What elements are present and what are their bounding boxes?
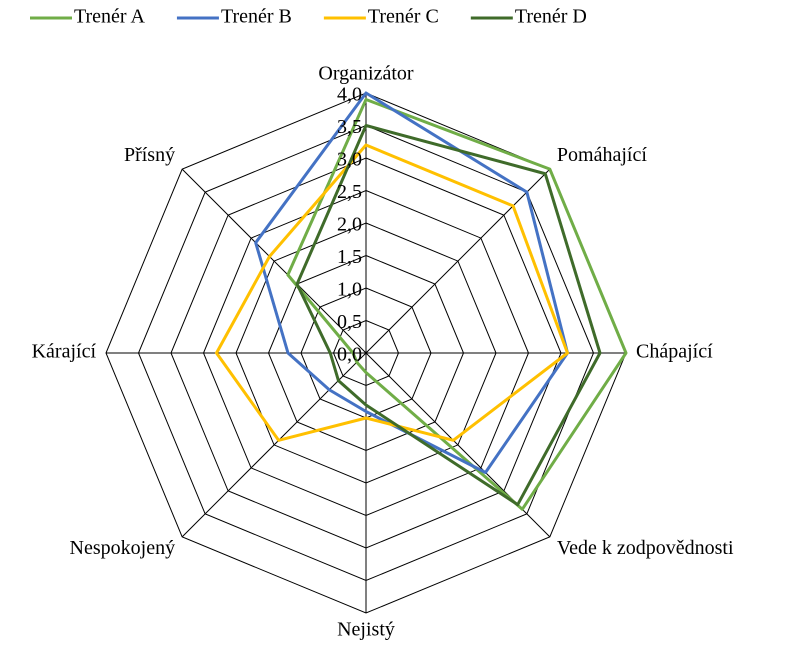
spoke (365, 168, 551, 354)
r-tick-label: 2,5 (337, 181, 362, 203)
category-label: Nespokojený (70, 537, 176, 559)
series-line (286, 98, 628, 511)
r-tick-label: 4,0 (337, 84, 362, 106)
legend-label: Trenér C (368, 6, 439, 28)
r-tick-label: 0,0 (337, 344, 362, 366)
series-line (254, 91, 569, 475)
category-label: Organizátor (318, 63, 413, 85)
spoke (181, 168, 367, 354)
r-tick-label: 0,5 (337, 311, 362, 333)
category-label: Chápající (636, 341, 713, 363)
r-tick-label: 1,0 (337, 279, 362, 301)
legend-label: Trenér A (74, 6, 145, 28)
r-tick-label: 1,5 (337, 246, 362, 268)
spoke (181, 352, 367, 538)
series-line (215, 143, 569, 442)
series-line (295, 124, 602, 507)
category-label: Nejistý (337, 619, 395, 641)
category-label: Přísný (124, 144, 175, 166)
category-label: Kárající (32, 341, 97, 363)
legend-label: Trenér D (515, 6, 587, 28)
r-tick-label: 3,0 (337, 149, 362, 171)
category-label: Vede k zodpovědnosti (557, 537, 734, 559)
r-tick-label: 2,0 (337, 214, 362, 236)
category-label: Pomáhající (557, 144, 647, 166)
r-tick-label: 3,5 (337, 116, 362, 138)
legend-label: Trenér B (221, 6, 292, 28)
